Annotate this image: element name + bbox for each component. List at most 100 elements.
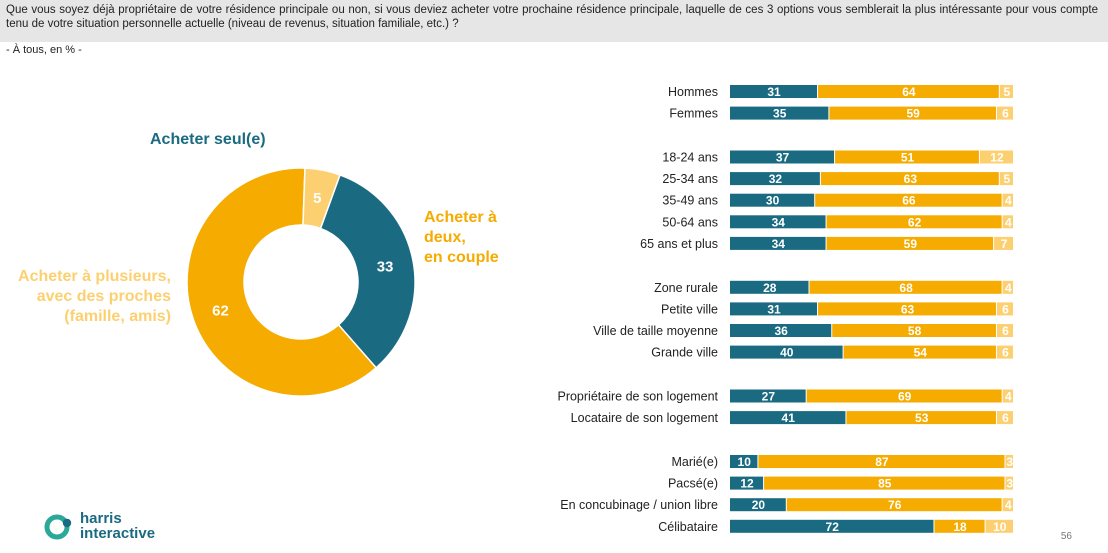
bar-value: 6 bbox=[1002, 346, 1009, 360]
bar-segment bbox=[996, 106, 1013, 120]
bar-value: 51 bbox=[901, 151, 915, 165]
bar-segment bbox=[996, 302, 1013, 316]
bar-label: 35-49 ans bbox=[662, 194, 718, 208]
bar-value: 59 bbox=[907, 107, 921, 121]
bar-label: Marié(e) bbox=[671, 455, 718, 469]
logo-text-line-1: harris bbox=[80, 510, 122, 527]
donut-slice-deux bbox=[186, 167, 378, 397]
bar-value: 18 bbox=[953, 520, 967, 534]
bar-label: Pacsé(e) bbox=[668, 477, 718, 491]
bar-segment bbox=[730, 345, 843, 359]
bar-segment bbox=[764, 476, 1005, 490]
bar-segment bbox=[826, 215, 1002, 229]
label-acheter-plusieurs: Acheter à plusieurs, avec des proches (f… bbox=[18, 267, 171, 327]
bar-segment bbox=[730, 498, 786, 512]
bar-segment bbox=[786, 498, 1002, 512]
bar-value: 58 bbox=[908, 324, 922, 338]
bar-segment bbox=[815, 193, 1002, 207]
bar-segment bbox=[996, 324, 1013, 337]
bar-label: 25-34 ans bbox=[662, 172, 718, 186]
bar-segment bbox=[809, 280, 1002, 294]
label-acheter-plusieurs-line-2: avec des proches bbox=[36, 288, 171, 305]
bar-value: 85 bbox=[878, 477, 892, 491]
bar-value: 12 bbox=[990, 151, 1004, 165]
bar-value: 4 bbox=[1005, 281, 1012, 295]
logo-text: harris interactive bbox=[80, 511, 155, 541]
bar-segment bbox=[826, 236, 994, 250]
bar-segment bbox=[818, 85, 999, 98]
bar-segment bbox=[996, 345, 1013, 359]
bar-segment bbox=[1005, 455, 1013, 468]
bar-segment bbox=[730, 193, 815, 207]
bar-value: 31 bbox=[767, 85, 781, 99]
bar-segment bbox=[730, 476, 764, 490]
bar-value: 6 bbox=[1002, 107, 1009, 121]
bar-value: 7 bbox=[1001, 237, 1008, 251]
bar-value: 27 bbox=[762, 390, 776, 404]
bar-value: 6 bbox=[1002, 302, 1009, 316]
bar-label: Zone rurale bbox=[654, 281, 718, 295]
donut-value-seul: 33 bbox=[377, 258, 394, 275]
donut-value-deux: 62 bbox=[212, 303, 229, 320]
bar-value: 4 bbox=[1005, 194, 1012, 208]
bar-segment bbox=[985, 519, 1013, 533]
bar-value: 4 bbox=[1005, 498, 1012, 512]
bar-label: Petite ville bbox=[661, 302, 718, 316]
bar-label: Célibataire bbox=[658, 520, 718, 534]
bar-value: 10 bbox=[738, 455, 752, 469]
bar-segment bbox=[730, 389, 806, 403]
harris-interactive-logo: harris interactive bbox=[44, 510, 184, 546]
bar-value: 41 bbox=[782, 411, 796, 425]
bar-segment bbox=[730, 411, 846, 425]
bar-segment bbox=[1002, 193, 1013, 207]
bar-segment bbox=[730, 302, 818, 316]
bar-segment bbox=[846, 411, 996, 425]
bar-value: 4 bbox=[1005, 215, 1012, 229]
bar-value: 28 bbox=[763, 281, 777, 295]
bar-value: 37 bbox=[776, 151, 790, 165]
label-acheter-plusieurs-line-3: (famille, amis) bbox=[64, 308, 171, 325]
label-acheter-plusieurs-line-1: Acheter à plusieurs, bbox=[18, 268, 171, 285]
bar-value: 5 bbox=[1004, 85, 1011, 99]
bar-segment bbox=[994, 236, 1013, 250]
bar-value: 63 bbox=[904, 172, 918, 186]
bar-value: 30 bbox=[766, 194, 780, 208]
label-acheter-deux-line-2: en couple bbox=[424, 249, 499, 266]
bar-value: 76 bbox=[888, 498, 902, 512]
bar-segment bbox=[934, 519, 985, 533]
donut-slice-seul bbox=[319, 173, 416, 369]
bar-segment bbox=[730, 280, 809, 294]
bar-segment bbox=[730, 455, 758, 468]
bar-value: 72 bbox=[826, 520, 840, 534]
bar-segment bbox=[730, 236, 826, 250]
bar-segment bbox=[758, 455, 1005, 468]
bar-value: 6 bbox=[1002, 411, 1009, 425]
bar-segment bbox=[730, 85, 818, 98]
bar-label: Propriétaire de son logement bbox=[557, 390, 718, 404]
label-acheter-deux: Acheter à deux, en couple bbox=[424, 208, 540, 268]
bar-value: 62 bbox=[908, 215, 922, 229]
bar-label: Hommes bbox=[668, 85, 718, 99]
bar-value: 34 bbox=[772, 237, 786, 251]
bar-segment bbox=[1002, 280, 1013, 294]
bar-value: 68 bbox=[899, 281, 913, 295]
bar-value: 63 bbox=[901, 302, 915, 316]
bar-label: Locataire de son logement bbox=[571, 411, 719, 425]
bar-segment bbox=[806, 389, 1002, 403]
logo-text-line-2: interactive bbox=[80, 525, 156, 542]
bar-value: 87 bbox=[875, 455, 889, 469]
bar-value: 4 bbox=[1005, 390, 1012, 404]
logo-mark-icon bbox=[44, 514, 72, 540]
bar-value: 66 bbox=[902, 194, 916, 208]
label-acheter-seul: Acheter seul(e) bbox=[150, 130, 266, 150]
bar-value: 20 bbox=[752, 498, 766, 512]
bar-value: 40 bbox=[780, 346, 794, 360]
question-text: Que vous soyez déjà propriétaire de votr… bbox=[0, 0, 1108, 42]
bar-label: Grande ville bbox=[651, 346, 718, 360]
bar-segment bbox=[999, 85, 1013, 98]
bar-segment bbox=[730, 519, 934, 533]
bar-label: 18-24 ans bbox=[662, 151, 718, 165]
bar-value: 36 bbox=[774, 324, 788, 338]
page-number: 56 bbox=[1060, 531, 1072, 542]
donut-chart: 33 62 5 bbox=[186, 167, 416, 397]
